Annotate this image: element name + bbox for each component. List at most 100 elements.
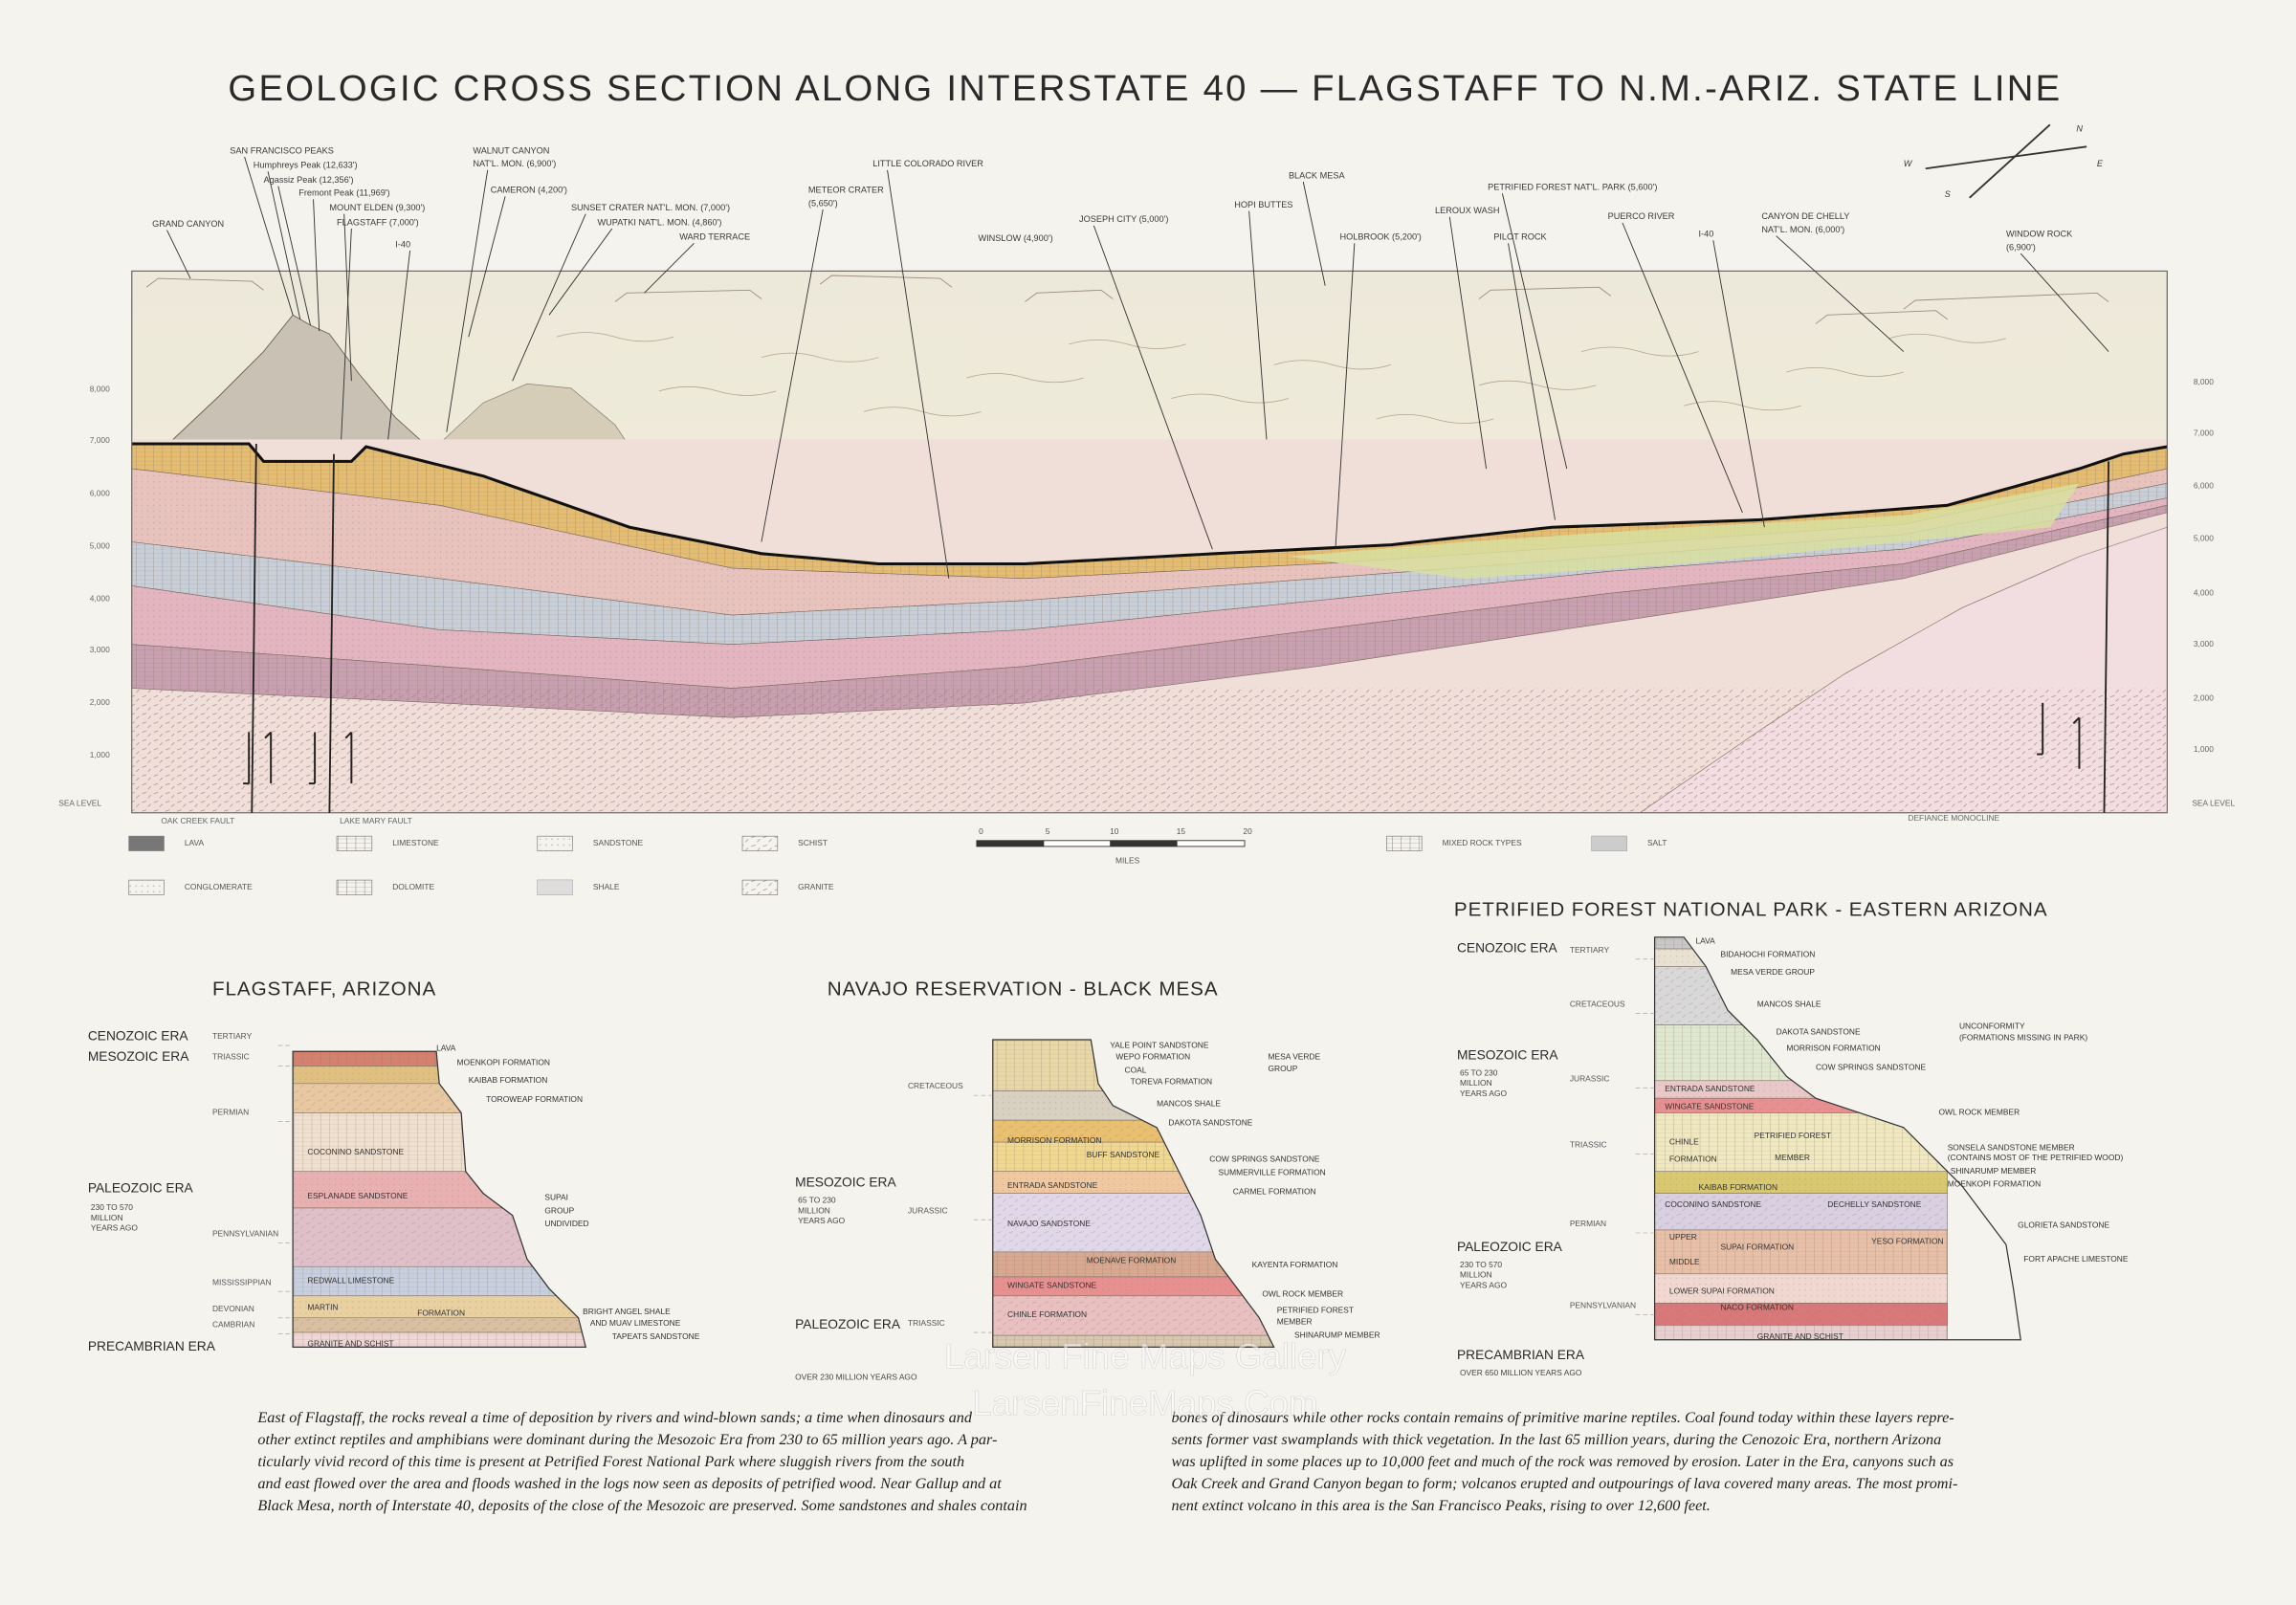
fault-arrow xyxy=(264,731,273,784)
fault-label: OAK CREEK FAULT xyxy=(161,816,234,825)
formation-label: MOENKOPI FORMATION xyxy=(1948,1179,2041,1189)
elevation-label: 6,000 xyxy=(2194,481,2214,491)
leader-line xyxy=(2020,253,2109,352)
formation-label: DECHELLY SANDSTONE xyxy=(1827,1199,1921,1209)
place-label: Humphreys Peak (12,633') xyxy=(254,161,358,170)
column-title: NAVAJO RESERVATION - BLACK MESA xyxy=(828,978,1219,1000)
period-label: MISSISSIPPIAN xyxy=(212,1277,272,1286)
legend-label: LAVA xyxy=(185,838,205,847)
legend-swatch-fill xyxy=(537,880,573,895)
elevation-label: 5,000 xyxy=(2194,534,2214,543)
legend-swatch-fill xyxy=(128,836,165,851)
era-label: PRECAMBRIAN ERA xyxy=(1457,1348,1585,1362)
place-label: HOLBROOK (5,200') xyxy=(1340,232,1422,242)
column-title: PETRIFIED FOREST NATIONAL PARK - EASTERN… xyxy=(1454,899,2048,921)
formation-label: YALE POINT SANDSTONE xyxy=(1110,1040,1209,1049)
leader-line xyxy=(166,230,191,279)
legend-swatch-fill xyxy=(742,880,778,895)
formation-label: PETRIFIED FOREST xyxy=(1755,1131,1831,1140)
place-label: WINDOW ROCK xyxy=(2006,230,2073,239)
elevation-label: 7,000 xyxy=(2194,429,2214,438)
formation-label: MORRISON FORMATION xyxy=(1007,1135,1101,1145)
leader-line xyxy=(244,156,294,316)
elevation-label: 3,000 xyxy=(2194,639,2214,649)
legend-label: GRANITE xyxy=(798,882,834,891)
leader-line xyxy=(548,228,613,316)
place-label: WINSLOW (4,900') xyxy=(978,233,1052,243)
era-label: MESOZOIC ERA xyxy=(1457,1047,1558,1062)
formation-label: BRIGHT ANGEL SHALE xyxy=(583,1307,671,1316)
paragraph-line: bones of dinosaurs while other rocks con… xyxy=(1171,1409,1954,1426)
leader-line xyxy=(313,199,320,332)
formation-label: SUPAI xyxy=(544,1192,568,1201)
title: GEOLOGIC CROSS SECTION ALONG INTERSTATE … xyxy=(228,68,2062,109)
place-label: I-40 xyxy=(395,239,410,249)
place-label: Agassiz Peak (12,356') xyxy=(264,175,354,185)
legend-swatch-fill xyxy=(337,880,372,895)
formation-label: COW SPRINGS SANDSTONE xyxy=(1209,1154,1320,1164)
formation-label: FORMATION xyxy=(417,1308,465,1317)
legend-label: SHALE xyxy=(593,882,620,891)
formation-label: REDWALL LIMESTONE xyxy=(307,1276,394,1286)
place-label: LITTLE COLORADO RIVER xyxy=(872,159,983,168)
formation-label: SUMMERVILLE FORMATION xyxy=(1218,1167,1325,1176)
fault-arrow xyxy=(2072,716,2081,769)
period-label: JURASSIC xyxy=(1570,1074,1610,1084)
legend-swatch-fill xyxy=(128,880,165,895)
place-label: PILOT ROCK xyxy=(1493,232,1547,242)
watermark: Larsen Fine Maps Gallery xyxy=(944,1336,1347,1375)
column-outline xyxy=(1653,936,2021,1341)
mesa xyxy=(614,289,762,302)
paragraph-line: East of Flagstaff, the rocks reveal a ti… xyxy=(256,1409,972,1426)
formation-label: AND MUAV LIMESTONE xyxy=(590,1318,681,1328)
rock-texture xyxy=(131,497,2168,689)
formation-label: SONSELA SANDSTONE MEMBER xyxy=(1948,1142,2075,1152)
formation-label: KAYENTA FORMATION xyxy=(1252,1260,1338,1269)
triassic-wedge xyxy=(1288,483,2080,579)
terrain-hatch xyxy=(966,373,1084,384)
formation-label: CHINLE xyxy=(1669,1136,1699,1146)
formation-label: ENTRADA SANDSTONE xyxy=(1665,1084,1755,1093)
paragraph-line: was uplifted in some places up to 10,000… xyxy=(1171,1453,1954,1470)
paragraph-line: other extinct reptiles and amphibians we… xyxy=(257,1431,997,1448)
mesa xyxy=(1025,289,1114,302)
age-note: MILLION xyxy=(1460,1270,1492,1280)
age-note: YEARS AGO xyxy=(91,1223,139,1233)
period-label: PERMIAN xyxy=(212,1108,249,1117)
terrain-hatch xyxy=(1069,339,1186,349)
place-label: HOPI BUTTES xyxy=(1234,200,1292,209)
terrain-hatch xyxy=(1171,393,1290,404)
place-label: PUERCO RIVER xyxy=(1608,211,1675,221)
leader-line xyxy=(1093,225,1213,550)
column-texture xyxy=(992,1295,1274,1336)
formation-label: MIDDLE xyxy=(1669,1257,1700,1266)
mesa xyxy=(819,275,953,288)
place-label: I-40 xyxy=(1699,230,1714,239)
formation-label: GROUP xyxy=(544,1205,574,1215)
legend-swatch-fill xyxy=(1591,836,1627,851)
age-note: YEARS AGO xyxy=(798,1216,846,1225)
formation-label: OWL ROCK MEMBER xyxy=(1939,1108,2020,1117)
formation-label: FORT APACHE LIMESTONE xyxy=(2023,1254,2129,1264)
period-label: JURASSIC xyxy=(908,1205,948,1215)
san-francisco-peaks xyxy=(166,314,427,445)
formation-label: BUFF SANDSTONE xyxy=(1087,1150,1160,1159)
formation-label: COW SPRINGS SANDSTONE xyxy=(1816,1062,1927,1071)
column-texture xyxy=(1654,1303,1948,1326)
leader-line xyxy=(267,171,301,319)
era-label: MESOZOIC ERA xyxy=(795,1176,896,1190)
period-label: TRIASSIC xyxy=(908,1318,945,1328)
era-label: CENOZOIC ERA xyxy=(1457,941,1558,956)
formation-label: ESPLANADE SANDSTONE xyxy=(307,1191,408,1200)
legend-label: SANDSTONE xyxy=(593,838,644,847)
place-label: NAT'L. MON. (6,900') xyxy=(473,159,556,168)
column-texture xyxy=(1654,1171,1948,1194)
formation-label: DAKOTA SANDSTONE xyxy=(1168,1117,1252,1127)
fault-arrow xyxy=(2037,702,2044,756)
formation-label: UPPER xyxy=(1669,1232,1697,1242)
place-label: PETRIFIED FOREST NAT'L. PARK (5,600') xyxy=(1488,183,1657,192)
legend-label: MIXED ROCK TYPES xyxy=(1443,838,1522,847)
age-note: 65 TO 230 xyxy=(1460,1067,1498,1077)
period-label: CRETACEOUS xyxy=(908,1081,963,1090)
